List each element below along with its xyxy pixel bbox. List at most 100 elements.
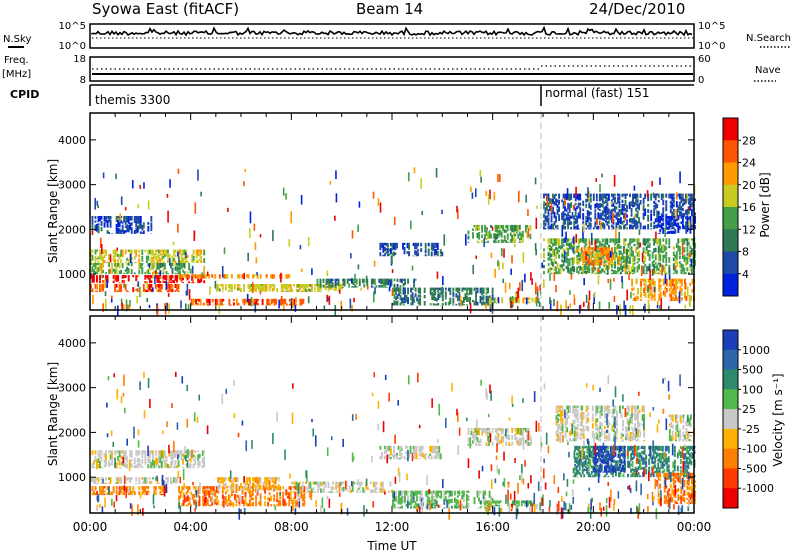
scatter-cell xyxy=(106,279,109,288)
scatter-cell xyxy=(665,246,668,250)
scatter-cell xyxy=(656,300,659,305)
scatter-cell xyxy=(605,469,608,475)
scatter-cell xyxy=(608,497,611,508)
scatter-cell xyxy=(415,250,418,257)
scatter-cell xyxy=(383,489,386,493)
scatter-cell xyxy=(249,211,252,224)
scatter-cell xyxy=(601,238,604,243)
scatter-cell xyxy=(475,298,477,306)
noise-trace xyxy=(91,25,693,39)
scatter-cell xyxy=(94,249,97,255)
scatter-cell xyxy=(543,252,545,259)
scatter-cell xyxy=(615,436,618,440)
scatter-cell xyxy=(135,483,138,484)
scatter-cell xyxy=(380,451,383,460)
scatter-cell xyxy=(297,505,300,507)
scatter-cell xyxy=(610,224,613,228)
scatter-cell xyxy=(668,245,671,249)
scatter-cell xyxy=(690,224,693,228)
scatter-cell xyxy=(673,504,675,510)
scatter-cell xyxy=(118,228,121,233)
scatter-cell xyxy=(632,193,634,199)
scatter-cell xyxy=(428,497,431,505)
scatter-cell xyxy=(183,260,186,263)
scatter-cell xyxy=(183,256,186,260)
scatter-cell xyxy=(522,437,525,450)
scatter-cell xyxy=(336,490,339,493)
scatter-cell xyxy=(341,486,344,492)
scatter-cell xyxy=(182,262,185,268)
scatter-cell xyxy=(516,504,519,507)
scatter-cell xyxy=(497,297,500,304)
scatter-cell xyxy=(93,465,95,469)
scatter-cell xyxy=(220,284,223,287)
scatter-cell xyxy=(193,274,196,279)
scatter-cell xyxy=(270,477,273,480)
scatter-cell xyxy=(317,488,319,493)
scatter-cell xyxy=(686,502,689,505)
scatter-cell xyxy=(560,431,563,436)
scatter-cell xyxy=(120,269,123,275)
scatter-cell xyxy=(650,228,653,230)
scatter-cell xyxy=(404,490,406,496)
scatter-cell xyxy=(633,193,636,199)
scatter-cell xyxy=(127,262,130,266)
scatter-cell xyxy=(203,450,206,454)
scatter-cell xyxy=(598,270,601,275)
scatter-cell xyxy=(224,477,227,481)
scatter-cell xyxy=(680,238,683,243)
scatter-cell xyxy=(123,279,126,284)
scatter-cell xyxy=(247,477,250,482)
scatter-cell xyxy=(431,292,434,301)
scatter-cell xyxy=(569,430,572,436)
scatter-cell xyxy=(659,262,662,268)
noise-right-tick-top: 10^5 xyxy=(698,21,725,32)
scatter-cell xyxy=(194,202,197,214)
scatter-cell xyxy=(657,482,660,494)
scatter-cell xyxy=(494,241,497,243)
scatter-cell xyxy=(612,269,615,275)
scatter-cell xyxy=(662,378,664,384)
scatter-cell xyxy=(589,193,592,198)
scatter-cell xyxy=(555,430,558,437)
scatter-cell xyxy=(650,286,653,293)
scatter-cell xyxy=(232,477,235,482)
scatter-cell xyxy=(594,443,597,455)
scatter-cell xyxy=(632,257,634,263)
scatter-cell xyxy=(670,293,673,302)
scatter-cell xyxy=(186,465,189,469)
scatter-cell xyxy=(572,204,575,211)
scatter-cell xyxy=(429,500,431,511)
scatter-cell xyxy=(566,219,569,227)
scatter-cell xyxy=(141,477,144,480)
scatter-cell xyxy=(363,283,366,288)
scatter-cell xyxy=(469,437,472,449)
scatter-cell xyxy=(197,274,200,279)
scatter-cell xyxy=(300,284,303,289)
scatter-cell xyxy=(371,455,373,463)
scatter-cell xyxy=(618,213,621,217)
scatter-cell xyxy=(657,472,660,481)
scatter-cell xyxy=(201,457,204,464)
scatter-cell xyxy=(186,460,189,467)
scatter-cell xyxy=(684,272,687,275)
scatter-cell xyxy=(91,450,94,456)
scatter-cell xyxy=(270,274,273,279)
scatter-cell xyxy=(624,463,626,471)
scatter-cell xyxy=(596,418,599,423)
scatter-cell xyxy=(436,445,439,450)
scatter-cell xyxy=(227,290,230,293)
scatter-cell xyxy=(616,243,619,249)
scatter-cell xyxy=(128,486,130,494)
scatter-cell xyxy=(593,466,596,473)
scatter-cell xyxy=(293,298,296,306)
scatter-cell xyxy=(255,298,258,305)
scatter-cell xyxy=(392,302,394,306)
scatter-cell xyxy=(232,490,235,493)
scatter-cell xyxy=(663,499,666,505)
scatter-cell xyxy=(114,249,117,258)
scatter-cell xyxy=(435,455,438,460)
scatter-cell xyxy=(151,453,154,459)
scatter-cell xyxy=(173,258,175,262)
scatter-cell xyxy=(643,419,645,430)
